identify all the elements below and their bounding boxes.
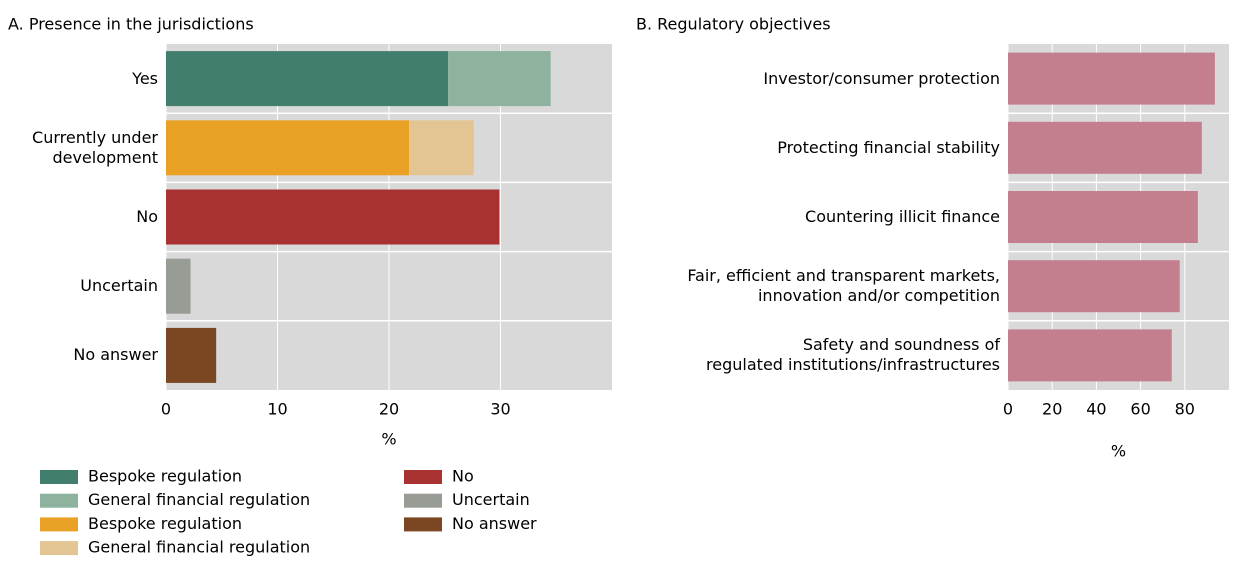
legend-label: Bespoke regulation [88,467,242,486]
legend-swatch [40,493,78,508]
bar-segment [166,327,217,383]
bar [1008,329,1172,382]
y-tick-label: Fair, efficient and transparent markets,… [687,266,1000,306]
y-tick-label: No [136,207,158,226]
x-tick-label: 30 [490,400,510,419]
x-tick-label: 20 [1042,400,1062,419]
y-tick-label: No answer [73,345,158,365]
bar-segment [166,189,500,245]
chart-title: A. Presence in the jurisdictions [8,15,254,34]
y-tick-label: Yes [132,68,158,88]
legend-swatch [40,541,78,556]
legend-swatch [404,517,442,532]
bar [1008,52,1215,105]
x-tick-label: 60 [1130,400,1150,419]
legend-swatch [404,470,442,484]
bar-segment [166,120,410,176]
x-tick-label: 0 [161,400,171,419]
x-tick-label: 80 [1175,400,1195,419]
chart-title: B. Regulatory objectives [636,15,831,34]
legend-swatch [404,493,442,508]
x-tick-label: 20 [379,400,399,419]
x-tick-label: 40 [1086,400,1106,419]
x-axis-label: % [381,430,396,449]
legend-label: Uncertain [452,490,530,509]
y-tick-label: Investor/consumer protection [763,68,1000,88]
y-tick-label: Uncertain [80,276,158,296]
y-tick-label: Countering illicit finance [805,207,1000,226]
legend-label: No answer [452,514,537,533]
bar-segment [409,120,474,176]
bar [1008,121,1202,174]
x-tick-label: 0 [1003,400,1013,419]
legend-swatch [40,517,78,532]
legend-label: Bespoke regulation [88,514,242,533]
bar [1008,191,1198,243]
legend-label: No [452,467,474,486]
bar-segment [448,51,551,107]
legend-label: General financial regulation [88,538,310,557]
y-tick-label: Protecting financial stability [777,137,1000,157]
x-tick-label: 10 [267,400,287,419]
bar [1008,260,1180,313]
bar-segment [166,51,449,107]
y-tick-label: Safety and soundness of regulated instit… [706,335,1000,375]
y-tick-label: Currently under development [32,127,158,167]
x-axis-label: % [1111,442,1126,461]
legend-swatch [40,470,78,484]
legend-label: General financial regulation [88,490,310,509]
bar-segment [166,258,191,314]
